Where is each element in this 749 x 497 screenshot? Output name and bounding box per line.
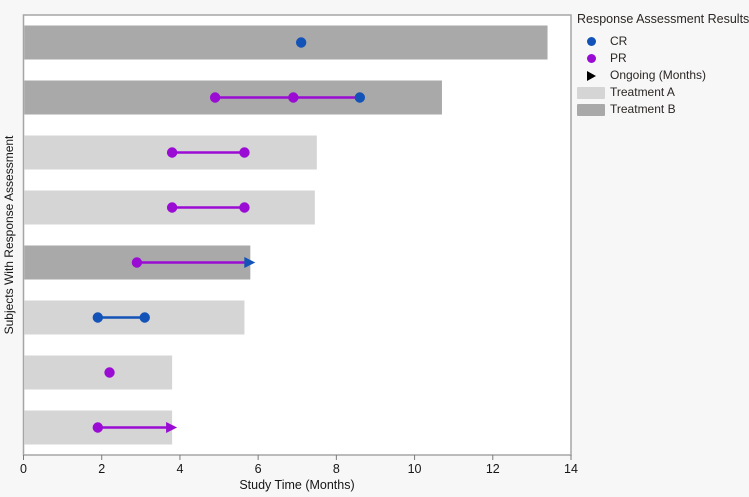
marker-pr[interactable] [239,147,250,158]
legend-item-ongoing[interactable]: Ongoing (Months) [577,67,747,84]
marker-pr[interactable] [131,257,143,268]
x-tick-label: 12 [486,462,500,476]
x-tick-label: 10 [408,462,422,476]
subject-bar-7[interactable] [24,355,173,390]
marker-pr[interactable] [239,202,250,213]
x-tick-label: 0 [20,462,27,476]
marker-pr[interactable] [92,422,104,433]
ongoing-arrow-icon [586,70,596,81]
marker-pr[interactable] [104,367,115,378]
x-axis-title: Study Time (Months) [239,478,355,492]
x-tick-label: 4 [176,462,183,476]
legend: Response Assessment Results CR PR Ongoin… [577,11,749,118]
legend-item-pr[interactable]: PR [577,50,747,67]
legend-item-label: Treatment B [610,102,676,116]
legend-item-label: PR [610,51,627,65]
marker-cr[interactable] [92,312,104,323]
marker-cr[interactable] [139,312,150,323]
x-tick-label: 6 [255,462,262,476]
ongoing-arrow [166,422,178,433]
marker-cr[interactable] [354,92,366,103]
ongoing-arrow [244,257,256,268]
legend-item-label: Ongoing (Months) [610,68,707,82]
legend-marker-cell [577,37,605,46]
legend-item-cr[interactable]: CR [577,33,747,50]
x-tick-label: 8 [333,462,340,476]
treatment-a-swatch-icon [577,86,605,99]
legend-marker-cell [577,86,605,99]
marker-pr[interactable] [209,92,221,103]
cr-dot-icon [586,37,596,46]
legend-marker-cell [577,70,605,81]
marker-pr[interactable] [166,147,178,158]
pr-dot-icon [586,54,596,63]
x-tick-label: 2 [98,462,105,476]
legend-item-treatment-b[interactable]: Treatment B [577,101,747,118]
marker-pr[interactable] [166,202,178,213]
subject-bar-1[interactable] [24,25,548,60]
x-tick-label: 14 [564,462,578,476]
marker-pr[interactable] [288,92,299,103]
treatment-b-swatch-icon [577,103,605,116]
marker-cr[interactable] [295,37,307,48]
legend-marker-cell [577,103,605,116]
legend-item-label: CR [610,34,628,48]
legend-item-treatment-a[interactable]: Treatment A [577,84,747,101]
legend-marker-cell [577,54,605,63]
legend-item-label: Treatment A [610,85,675,99]
legend-title: Response Assessment Results [577,12,749,26]
